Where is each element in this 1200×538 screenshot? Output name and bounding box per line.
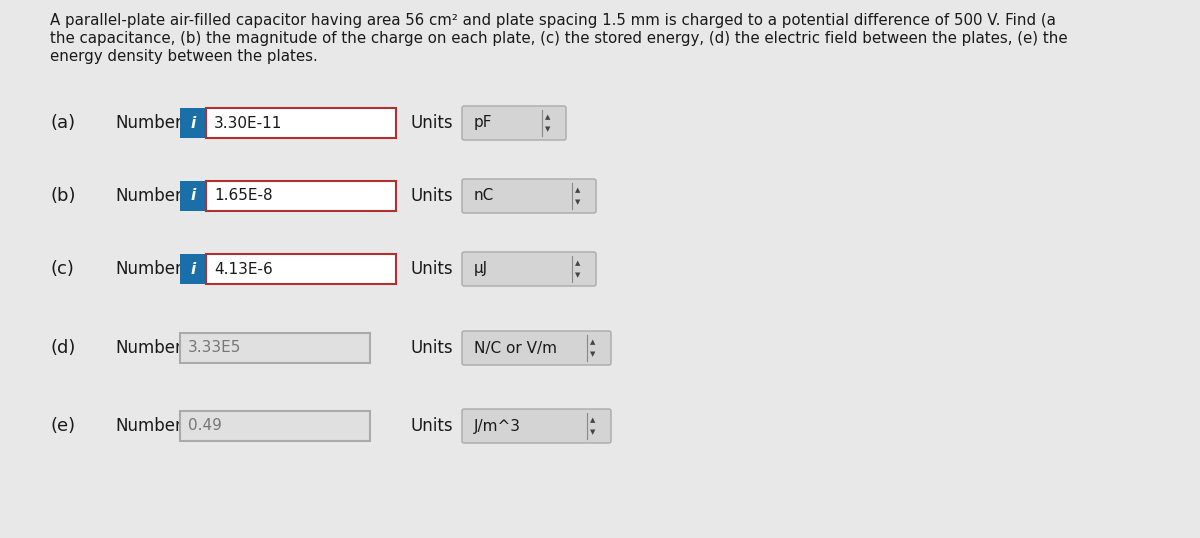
Text: A parallel-plate air-filled capacitor having area 56 cm² and plate spacing 1.5 m: A parallel-plate air-filled capacitor ha…	[50, 13, 1056, 28]
Text: Number: Number	[115, 339, 182, 357]
Text: ▲: ▲	[590, 417, 595, 423]
Text: ▲: ▲	[575, 187, 581, 193]
Text: Number: Number	[115, 114, 182, 132]
Text: 4.13E-6: 4.13E-6	[214, 261, 272, 277]
FancyBboxPatch shape	[206, 181, 396, 211]
Text: energy density between the plates.: energy density between the plates.	[50, 49, 318, 64]
Text: ▲: ▲	[575, 260, 581, 266]
Text: 1.65E-8: 1.65E-8	[214, 188, 272, 203]
Text: i: i	[191, 188, 196, 203]
FancyBboxPatch shape	[206, 108, 396, 138]
Text: i: i	[191, 261, 196, 277]
FancyBboxPatch shape	[462, 409, 611, 443]
Text: (a): (a)	[50, 114, 76, 132]
Text: Number: Number	[115, 260, 182, 278]
FancyBboxPatch shape	[180, 181, 206, 211]
Text: Number: Number	[115, 187, 182, 205]
FancyBboxPatch shape	[180, 333, 370, 363]
FancyBboxPatch shape	[180, 108, 206, 138]
FancyBboxPatch shape	[462, 106, 566, 140]
Text: pF: pF	[474, 116, 492, 131]
Text: ▼: ▼	[575, 199, 581, 205]
FancyBboxPatch shape	[206, 254, 396, 284]
Text: ▲: ▲	[590, 339, 595, 345]
Text: ▼: ▼	[545, 126, 551, 132]
Text: ▼: ▼	[575, 272, 581, 278]
Text: (c): (c)	[50, 260, 74, 278]
Text: 3.30E-11: 3.30E-11	[214, 116, 282, 131]
Text: ▲: ▲	[545, 114, 551, 120]
Text: ▼: ▼	[590, 351, 595, 357]
Text: J/m^3: J/m^3	[474, 419, 521, 434]
Text: 0.49: 0.49	[188, 419, 222, 434]
Text: Units: Units	[410, 339, 452, 357]
Text: Units: Units	[410, 114, 452, 132]
FancyBboxPatch shape	[180, 411, 370, 441]
Text: (d): (d)	[50, 339, 76, 357]
Text: nC: nC	[474, 188, 494, 203]
Text: i: i	[191, 116, 196, 131]
Text: Units: Units	[410, 417, 452, 435]
Text: μJ: μJ	[474, 261, 488, 277]
Text: the capacitance, (b) the magnitude of the charge on each plate, (c) the stored e: the capacitance, (b) the magnitude of th…	[50, 31, 1068, 46]
Text: (b): (b)	[50, 187, 76, 205]
FancyBboxPatch shape	[462, 252, 596, 286]
FancyBboxPatch shape	[462, 179, 596, 213]
FancyBboxPatch shape	[462, 331, 611, 365]
Text: (e): (e)	[50, 417, 76, 435]
Text: Units: Units	[410, 187, 452, 205]
FancyBboxPatch shape	[180, 254, 206, 284]
Text: 3.33E5: 3.33E5	[188, 341, 241, 356]
Text: N/C or V/m: N/C or V/m	[474, 341, 557, 356]
Text: Number: Number	[115, 417, 182, 435]
Text: Units: Units	[410, 260, 452, 278]
Text: ▼: ▼	[590, 429, 595, 435]
